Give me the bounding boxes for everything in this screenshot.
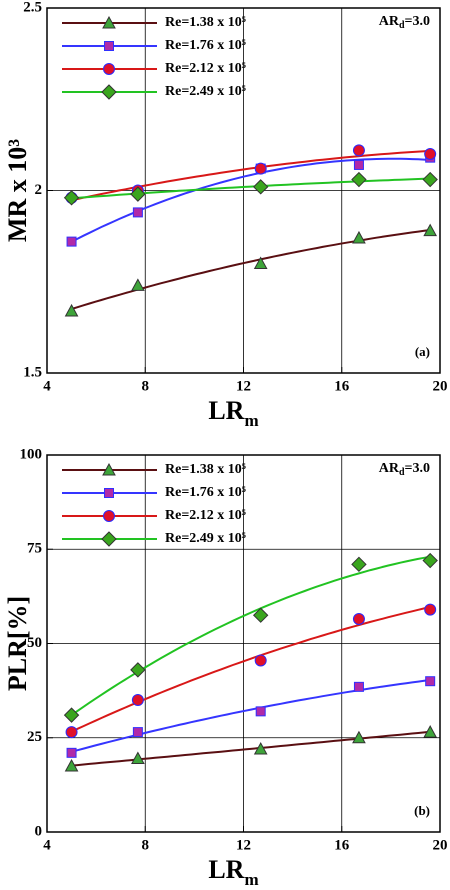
marker (352, 612, 365, 625)
trend-curve (71, 555, 431, 716)
x-axis-label-sub: m (244, 411, 258, 430)
marker (130, 662, 146, 678)
plot-frame (46, 7, 441, 374)
marker (422, 171, 438, 188)
marker (423, 725, 438, 738)
annotation-main: AR (379, 14, 400, 29)
x-axis-label: LRm (208, 396, 258, 430)
marker (254, 162, 267, 175)
x-tick-label: 8 (142, 837, 150, 853)
marker (423, 223, 438, 237)
x-tick-label: 12 (236, 378, 251, 394)
marker (351, 171, 367, 188)
marker (131, 278, 145, 291)
x-tick-label: 16 (334, 837, 350, 853)
marker (63, 190, 80, 206)
x-tick-label: 4 (43, 837, 51, 853)
legend-label: Re=1.38 x 10⁵ (165, 462, 246, 477)
x-tick-label: 16 (334, 378, 350, 394)
y-tick-label: 100 (20, 446, 43, 462)
x-tick-label: 12 (236, 837, 251, 853)
panel-label: (b) (414, 803, 430, 818)
marker (255, 706, 266, 717)
x-tick-label: 8 (142, 378, 150, 394)
y-tick-label: 1.5 (23, 364, 42, 380)
legend-label: Re=1.76 x 10⁵ (165, 485, 246, 500)
y-tick-label: 50 (27, 635, 42, 651)
marker (352, 730, 366, 744)
y-tick-label: 75 (27, 541, 42, 557)
legend-label: Re=2.12 x 10⁵ (165, 61, 246, 76)
x-axis-label-main: LR (208, 396, 244, 425)
y-tick-label: 25 (27, 729, 42, 745)
x-axis-label-sub: m (244, 870, 258, 889)
annotation: ARd=3.0 (379, 14, 430, 31)
annotation: ARd=3.0 (379, 461, 430, 478)
x-axis-label-main: LR (208, 855, 244, 884)
trend-curve (71, 157, 431, 243)
trend-curve (71, 229, 431, 310)
marker (64, 758, 79, 772)
x-axis-label: LRm (208, 855, 258, 889)
marker (351, 556, 367, 573)
marker (132, 207, 143, 218)
y-axis-label: MR x 10³ (3, 139, 32, 242)
legend-label: Re=1.76 x 10⁵ (165, 38, 246, 53)
y-tick-label: 0 (35, 823, 43, 839)
marker (254, 654, 267, 667)
marker (253, 742, 268, 755)
marker (353, 681, 364, 692)
marker (352, 230, 366, 244)
marker (425, 676, 436, 687)
y-axis-label: PLR[%] (3, 596, 32, 691)
y-tick-label: 2.5 (23, 0, 42, 15)
annotation-suffix: =3.0 (405, 14, 430, 29)
annotation-sub: d (399, 20, 405, 31)
marker (64, 303, 79, 317)
marker (424, 148, 437, 160)
plot-frame (46, 454, 441, 833)
marker (131, 694, 144, 707)
trend-curve (71, 149, 431, 202)
legend-marker (104, 488, 114, 498)
annotation-suffix: =3.0 (405, 461, 430, 476)
legend-label: Re=1.38 x 10⁵ (165, 15, 246, 30)
legend-label: Re=2.49 x 10⁵ (165, 84, 246, 99)
trend-curve (71, 730, 431, 767)
marker (253, 256, 268, 269)
x-tick-label: 20 (433, 837, 448, 853)
legend-marker (101, 531, 117, 547)
legend-label: Re=2.49 x 10⁵ (165, 531, 246, 546)
legend-label: Re=2.12 x 10⁵ (165, 508, 246, 523)
marker (252, 607, 269, 623)
legend-marker (102, 15, 116, 29)
marker (66, 747, 77, 758)
marker (130, 186, 146, 202)
trend-curve (71, 679, 431, 753)
trend-curve (71, 606, 431, 733)
panel-label: (a) (415, 344, 430, 359)
x-tick-label: 20 (433, 378, 448, 394)
marker (65, 726, 78, 739)
y-tick-label: 2 (35, 182, 43, 198)
legend-marker (101, 84, 117, 100)
marker (353, 159, 364, 170)
marker (424, 603, 437, 616)
marker (63, 707, 80, 723)
x-tick-label: 4 (43, 378, 51, 394)
marker (132, 727, 143, 738)
annotation-main: AR (379, 461, 400, 476)
legend-marker (103, 510, 115, 522)
legend-marker (102, 462, 116, 476)
marker (131, 751, 145, 764)
legend-marker (103, 63, 115, 75)
annotation-sub: d (399, 467, 405, 478)
marker (352, 144, 365, 157)
marker (422, 552, 438, 569)
marker (252, 179, 269, 195)
marker (66, 236, 77, 247)
legend-marker (104, 41, 114, 51)
